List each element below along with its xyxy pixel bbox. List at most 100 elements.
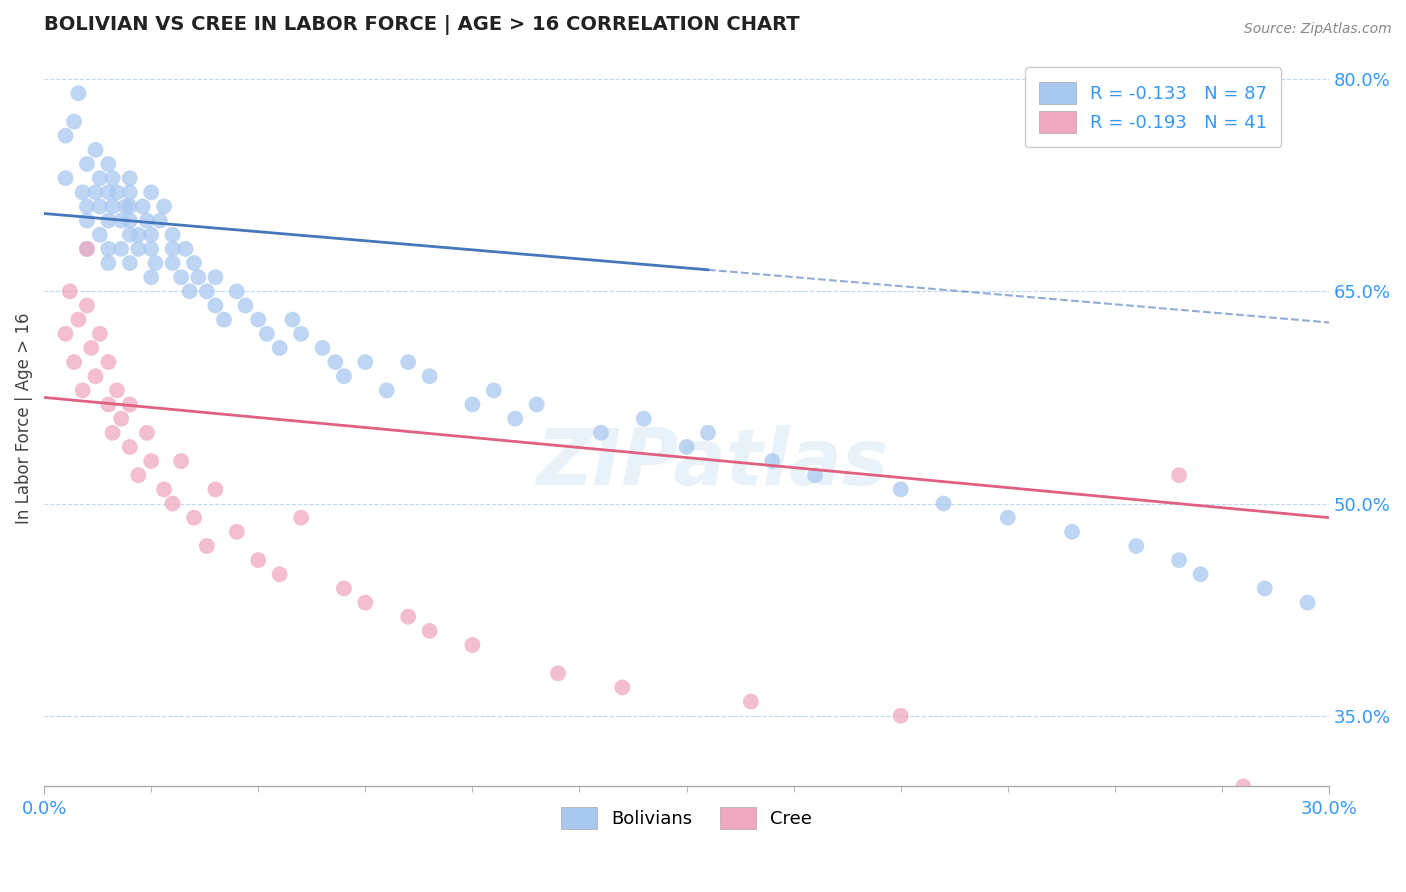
Point [225, 285, 247, 299]
Point [612, 681, 634, 695]
Point [110, 213, 132, 227]
Point [997, 510, 1019, 524]
Point [187, 270, 209, 285]
Point [396, 609, 419, 624]
Point [72, 186, 94, 200]
Point [1060, 524, 1083, 539]
Point [118, 213, 141, 227]
Point [127, 468, 149, 483]
Point [547, 666, 569, 681]
Point [127, 242, 149, 256]
Point [290, 510, 312, 524]
Point [354, 355, 377, 369]
Point [97, 355, 120, 369]
Legend: Bolivians, Cree: Bolivians, Cree [554, 800, 820, 837]
Point [170, 454, 193, 468]
Text: Source: ZipAtlas.com: Source: ZipAtlas.com [1244, 22, 1392, 37]
Point [55, 326, 77, 341]
Point [419, 369, 441, 384]
Point [76, 242, 98, 256]
Point [105, 384, 128, 398]
Point [118, 256, 141, 270]
Point [97, 256, 120, 270]
Point [135, 213, 157, 227]
Point [195, 539, 218, 553]
Point [503, 411, 526, 425]
Point [141, 186, 163, 200]
Point [141, 454, 163, 468]
Point [162, 256, 184, 270]
Point [118, 440, 141, 454]
Point [110, 242, 132, 256]
Point [89, 326, 111, 341]
Point [55, 171, 77, 186]
Point [269, 341, 291, 355]
Point [281, 312, 304, 326]
Point [1168, 553, 1191, 567]
Point [1254, 582, 1277, 596]
Point [84, 369, 107, 384]
Point [76, 199, 98, 213]
Point [84, 186, 107, 200]
Point [333, 582, 356, 596]
Point [1232, 780, 1254, 794]
Point [80, 341, 103, 355]
Text: BOLIVIAN VS CREE IN LABOR FORCE | AGE > 16 CORRELATION CHART: BOLIVIAN VS CREE IN LABOR FORCE | AGE > … [44, 15, 800, 35]
Point [482, 384, 505, 398]
Point [141, 227, 163, 242]
Point [97, 186, 120, 200]
Point [135, 425, 157, 440]
Point [59, 285, 82, 299]
Point [697, 425, 720, 440]
Point [97, 213, 120, 227]
Point [114, 199, 136, 213]
Point [101, 171, 124, 186]
Point [932, 497, 955, 511]
Point [67, 87, 90, 101]
Point [174, 242, 197, 256]
Point [1125, 539, 1147, 553]
Point [183, 510, 205, 524]
Point [325, 355, 347, 369]
Point [145, 256, 167, 270]
Point [419, 624, 441, 638]
Point [162, 227, 184, 242]
Point [195, 285, 218, 299]
Point [89, 199, 111, 213]
Point [183, 256, 205, 270]
Point [118, 171, 141, 186]
Point [89, 227, 111, 242]
Point [76, 157, 98, 171]
Point [333, 369, 356, 384]
Point [141, 242, 163, 256]
Point [141, 270, 163, 285]
Point [101, 425, 124, 440]
Point [97, 397, 120, 411]
Point [67, 312, 90, 326]
Point [63, 114, 86, 128]
Point [55, 128, 77, 143]
Point [761, 454, 783, 468]
Point [396, 355, 419, 369]
Point [101, 199, 124, 213]
Point [256, 326, 278, 341]
Point [97, 242, 120, 256]
Point [204, 298, 226, 312]
Point [1189, 567, 1212, 582]
Point [97, 157, 120, 171]
Point [127, 227, 149, 242]
Point [235, 298, 257, 312]
Point [118, 199, 141, 213]
Point [110, 411, 132, 425]
Point [269, 567, 291, 582]
Point [354, 596, 377, 610]
Y-axis label: In Labor Force | Age > 16: In Labor Force | Age > 16 [15, 313, 32, 524]
Point [118, 227, 141, 242]
Point [105, 186, 128, 200]
Point [633, 411, 655, 425]
Point [76, 242, 98, 256]
Point [890, 708, 912, 723]
Point [153, 199, 176, 213]
Point [461, 638, 484, 652]
Point [76, 298, 98, 312]
